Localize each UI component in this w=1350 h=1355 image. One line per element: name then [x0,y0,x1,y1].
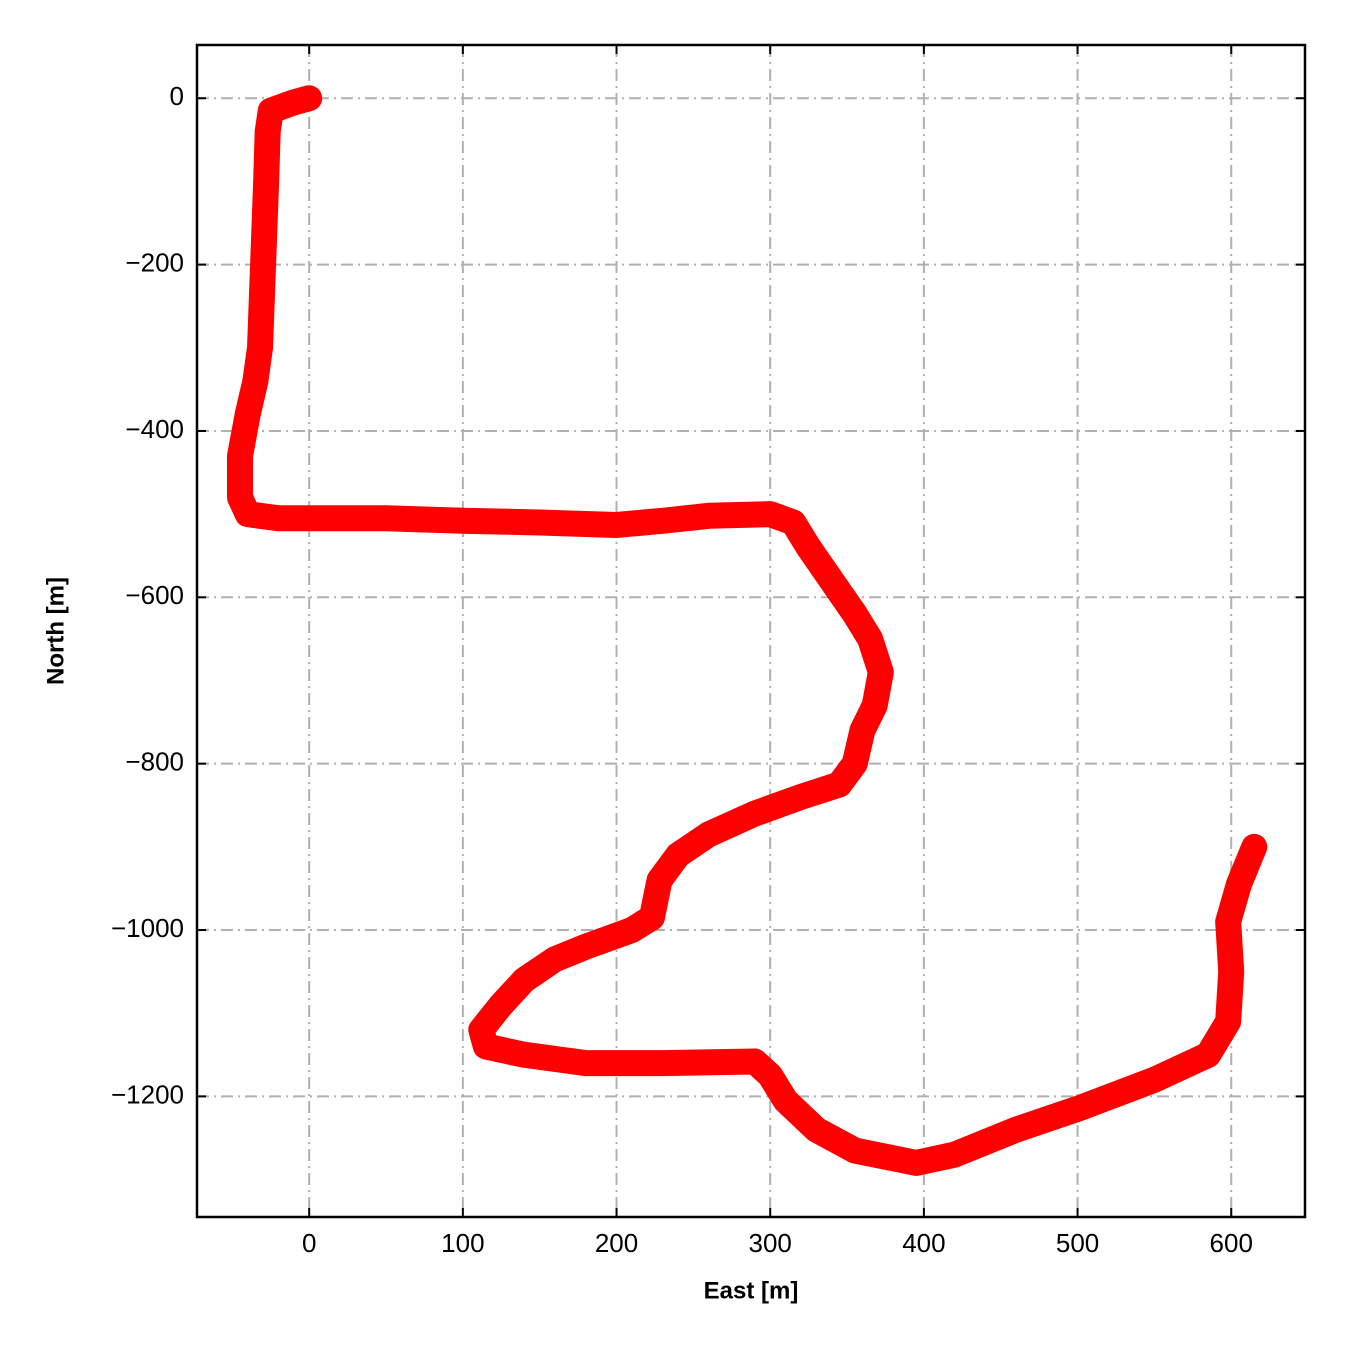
x-axis-label: East [m] [704,1277,799,1304]
y-tick-label: −600 [125,580,184,610]
y-tick-label: −200 [125,247,184,277]
x-tick-label: 500 [1056,1228,1099,1258]
x-tick-label: 200 [595,1228,638,1258]
x-tick-label: 600 [1210,1228,1253,1258]
plot-frame [195,43,1307,1219]
y-tick-label: −400 [125,414,184,444]
x-tick-label: 400 [902,1228,945,1258]
y-tick-label: 0 [170,81,184,111]
y-tick-label: −1200 [111,1079,184,1109]
x-tick-label: 300 [749,1228,792,1258]
y-tick-label: −1000 [111,913,184,943]
y-tick-label: −800 [125,747,184,777]
x-tick-label: 100 [441,1228,484,1258]
y-axis-label: North [m] [42,577,69,685]
trajectory [227,85,1268,1176]
x-tick-label: 0 [302,1228,316,1258]
